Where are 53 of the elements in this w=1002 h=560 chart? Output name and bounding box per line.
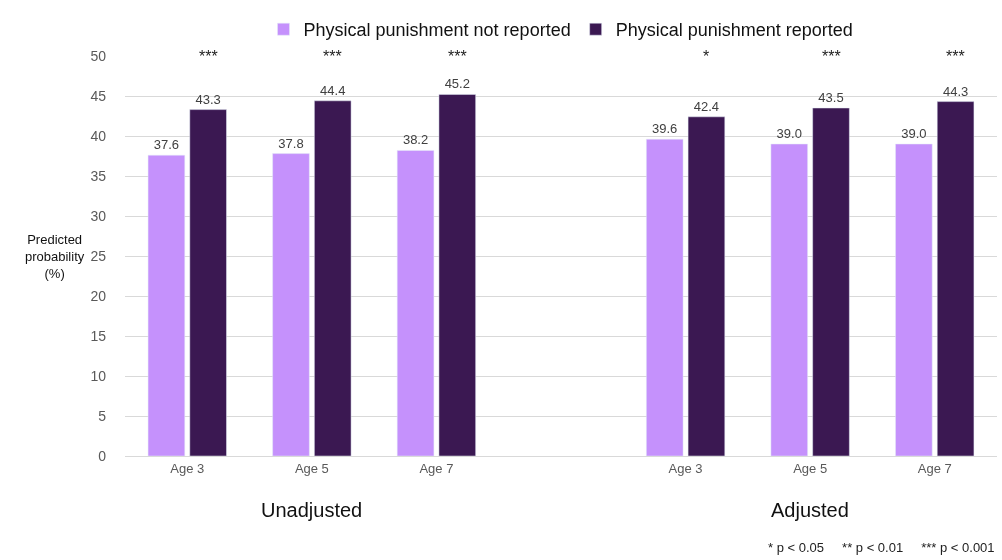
x-tick-label: Age 5	[793, 460, 828, 476]
annotation: ***	[822, 48, 841, 65]
y-tick-label: 0	[98, 447, 107, 464]
data-label: 39.0	[776, 126, 802, 141]
data-label: 43.3	[195, 91, 221, 107]
y-tick-label: 35	[90, 167, 107, 184]
text: Adjusted	[771, 499, 849, 521]
y-tick-label: 45	[90, 87, 107, 104]
text: * p < 0.05 ** p < 0.01 *** p < 0.001	[768, 540, 995, 555]
data-label: 37.8	[278, 135, 304, 151]
bar	[895, 143, 933, 456]
data-label: 43.5	[818, 90, 844, 105]
annotation: ***	[946, 48, 965, 65]
legend-label: Physical punishment reported	[615, 20, 853, 41]
bar	[272, 153, 310, 456]
y-tick-label: 20	[90, 287, 107, 304]
bar	[812, 107, 850, 456]
bar	[687, 116, 726, 456]
data-label: 38.2	[402, 132, 429, 148]
data-label: 44.4	[320, 82, 346, 98]
annotation: ***	[199, 48, 218, 65]
x-tick-label: Age 5	[294, 460, 329, 476]
bar	[189, 109, 227, 456]
y-tick-label: 40	[90, 127, 107, 144]
y-tick-label: 5	[98, 407, 107, 424]
y-tick-label: 25	[90, 247, 107, 264]
data-label: 44.3	[942, 83, 969, 99]
text: Unadjusted	[261, 499, 363, 521]
bar	[438, 94, 476, 456]
bar	[147, 154, 186, 456]
y-tick-label: 10	[90, 367, 107, 384]
bar	[646, 138, 684, 456]
y-tick-label: 50	[90, 47, 107, 64]
y-tick-label: 30	[90, 207, 107, 224]
data-label: 42.4	[693, 98, 720, 114]
data-label: 45.2	[444, 76, 470, 92]
y-axis-title: Predicted probability (%)	[25, 232, 85, 281]
data-label: 39.0	[901, 126, 927, 141]
x-tick-label: Age 3	[668, 460, 703, 476]
x-tick-label: Age 3	[170, 460, 205, 476]
annotation: ***	[448, 48, 467, 65]
data-label: 37.6	[153, 137, 180, 153]
annotation: ***	[323, 48, 342, 65]
bar	[396, 150, 435, 456]
y-tick-label: 15	[90, 327, 107, 344]
bar	[314, 100, 352, 456]
annotation: *	[703, 48, 710, 65]
legend-label: Physical punishment not reported	[303, 20, 571, 41]
data-label: 39.6	[652, 121, 678, 137]
bar	[936, 101, 975, 456]
x-tick-label: Age 7	[419, 460, 454, 476]
bar	[770, 143, 808, 456]
x-tick-label: Age 7	[917, 460, 952, 476]
